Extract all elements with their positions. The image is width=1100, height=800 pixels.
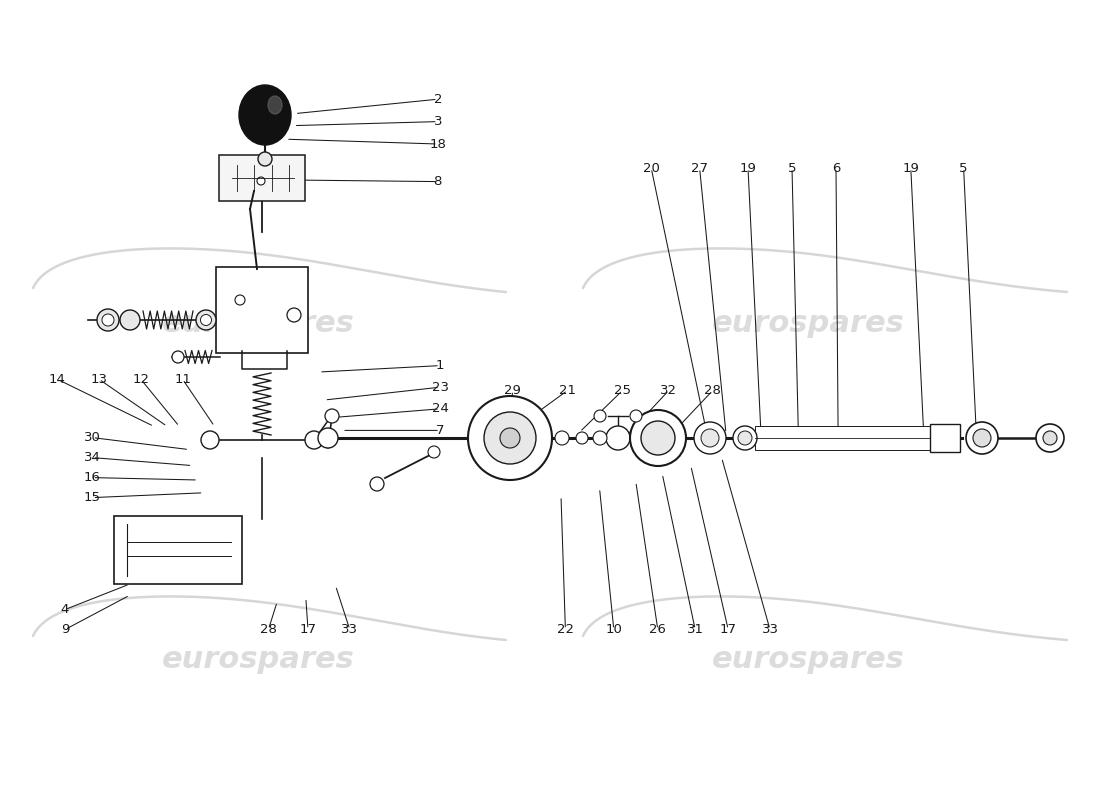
Text: eurospares: eurospares <box>162 310 355 338</box>
Text: 9: 9 <box>60 623 69 636</box>
Circle shape <box>102 314 114 326</box>
Bar <box>755 426 930 450</box>
Ellipse shape <box>239 85 292 145</box>
Text: 1: 1 <box>436 359 444 372</box>
Text: 27: 27 <box>691 162 708 174</box>
Text: 28: 28 <box>704 384 722 397</box>
Text: 25: 25 <box>614 384 631 397</box>
Text: 32: 32 <box>510 467 528 480</box>
Text: 10: 10 <box>605 623 623 636</box>
Circle shape <box>484 412 536 464</box>
Circle shape <box>196 310 216 330</box>
Circle shape <box>258 152 272 166</box>
Text: 3: 3 <box>433 115 442 128</box>
Circle shape <box>576 432 588 444</box>
FancyBboxPatch shape <box>219 155 305 201</box>
Circle shape <box>120 310 140 330</box>
Circle shape <box>172 351 184 363</box>
Bar <box>930 424 960 452</box>
Text: 18: 18 <box>429 138 447 150</box>
Text: 5: 5 <box>788 162 796 174</box>
Text: 34: 34 <box>84 451 101 464</box>
Text: eurospares: eurospares <box>712 310 905 338</box>
Text: 26: 26 <box>649 623 667 636</box>
Text: 11: 11 <box>174 373 191 386</box>
Circle shape <box>305 431 323 449</box>
Text: 8: 8 <box>433 175 442 188</box>
Text: 13: 13 <box>90 373 108 386</box>
Text: 2: 2 <box>433 93 442 106</box>
Circle shape <box>1036 424 1064 452</box>
Text: 29: 29 <box>504 384 521 397</box>
Text: 33: 33 <box>341 623 359 636</box>
Circle shape <box>428 446 440 458</box>
FancyBboxPatch shape <box>216 267 308 353</box>
Circle shape <box>701 429 719 447</box>
Text: 7: 7 <box>436 424 444 437</box>
Circle shape <box>594 410 606 422</box>
Text: 23: 23 <box>431 381 449 394</box>
Circle shape <box>733 426 757 450</box>
Circle shape <box>606 426 630 450</box>
Text: 17: 17 <box>299 623 317 636</box>
Circle shape <box>235 295 245 305</box>
Text: 24: 24 <box>431 402 449 415</box>
Text: 31: 31 <box>686 623 704 636</box>
Text: 5: 5 <box>959 162 968 174</box>
Circle shape <box>201 431 219 449</box>
Text: 6: 6 <box>832 162 840 174</box>
Circle shape <box>500 428 520 448</box>
Text: 30: 30 <box>84 431 101 444</box>
Circle shape <box>324 409 339 423</box>
Circle shape <box>630 410 686 466</box>
Text: 12: 12 <box>132 373 150 386</box>
Text: 33: 33 <box>761 623 779 636</box>
Circle shape <box>641 421 675 455</box>
Circle shape <box>593 431 607 445</box>
Circle shape <box>257 177 265 185</box>
Circle shape <box>1043 431 1057 445</box>
Circle shape <box>630 410 642 422</box>
Text: 14: 14 <box>48 373 66 386</box>
Circle shape <box>200 314 211 326</box>
Text: 32: 32 <box>660 384 678 397</box>
Circle shape <box>694 422 726 454</box>
Text: 28: 28 <box>260 623 277 636</box>
Text: 16: 16 <box>84 471 101 484</box>
Text: 20: 20 <box>642 162 660 174</box>
Text: eurospares: eurospares <box>162 646 355 674</box>
Ellipse shape <box>268 96 282 114</box>
Circle shape <box>318 428 338 448</box>
Circle shape <box>97 309 119 331</box>
Text: 21: 21 <box>559 384 576 397</box>
Circle shape <box>468 396 552 480</box>
Circle shape <box>738 431 752 445</box>
Circle shape <box>974 429 991 447</box>
Circle shape <box>556 431 569 445</box>
Text: 19: 19 <box>739 162 757 174</box>
Circle shape <box>287 308 301 322</box>
FancyBboxPatch shape <box>114 516 242 584</box>
Text: 4: 4 <box>60 603 69 616</box>
Text: 22: 22 <box>557 623 574 636</box>
Text: 17: 17 <box>719 623 737 636</box>
Text: eurospares: eurospares <box>712 646 905 674</box>
Text: 19: 19 <box>902 162 920 174</box>
Text: 15: 15 <box>84 491 101 504</box>
Circle shape <box>966 422 998 454</box>
Circle shape <box>370 477 384 491</box>
